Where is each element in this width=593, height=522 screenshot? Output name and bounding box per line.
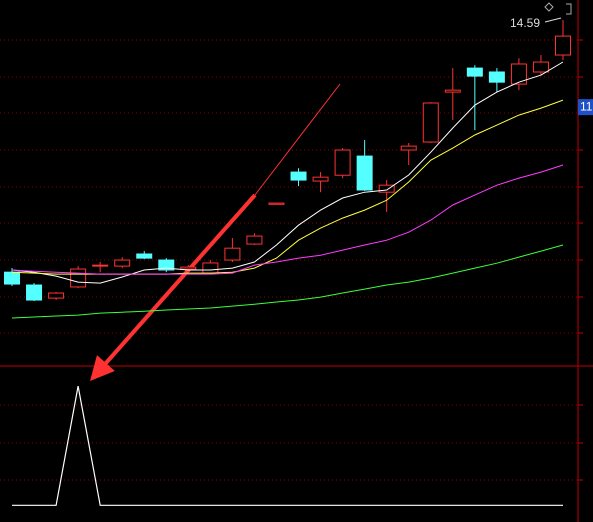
candle-body — [444, 89, 461, 93]
bracket-icon[interactable] — [566, 3, 572, 15]
candle-body — [488, 71, 505, 83]
candle-body — [180, 266, 197, 270]
arrow-tail — [254, 83, 341, 196]
price-marker: 11 — [580, 99, 593, 113]
candle-body — [378, 184, 395, 193]
moving-average — [11, 164, 564, 275]
candle-body — [532, 61, 549, 73]
candle-body — [224, 247, 241, 261]
price-marker-box — [578, 99, 593, 116]
high-pointer — [544, 17, 562, 23]
candle-body — [4, 271, 20, 285]
candle-body — [312, 176, 329, 182]
candle-body — [510, 63, 527, 85]
candle-body — [400, 145, 417, 151]
candle-body — [422, 102, 439, 143]
moving-average — [11, 244, 564, 319]
candle-body — [334, 149, 351, 176]
candle-body — [26, 284, 43, 301]
candle-body — [158, 259, 175, 271]
indicator-line — [12, 385, 563, 506]
candle-body — [268, 202, 285, 205]
candle-body — [290, 171, 307, 181]
candle-body — [356, 155, 373, 191]
candle-body — [92, 264, 109, 267]
candle-body — [48, 292, 65, 299]
moving-average — [11, 61, 564, 284]
plot: 14.59 11 — [4, 16, 593, 506]
grid — [0, 39, 583, 481]
high-label: 14.59 — [510, 16, 540, 30]
candle-body — [70, 268, 87, 288]
candle-body — [136, 253, 153, 259]
candle-body — [466, 67, 483, 77]
candle-body — [555, 35, 571, 56]
annotation-arrow — [90, 193, 257, 381]
diamond-icon[interactable] — [544, 2, 554, 12]
candle-body — [202, 262, 219, 274]
candle-body — [114, 259, 131, 267]
candle-body — [246, 235, 263, 245]
